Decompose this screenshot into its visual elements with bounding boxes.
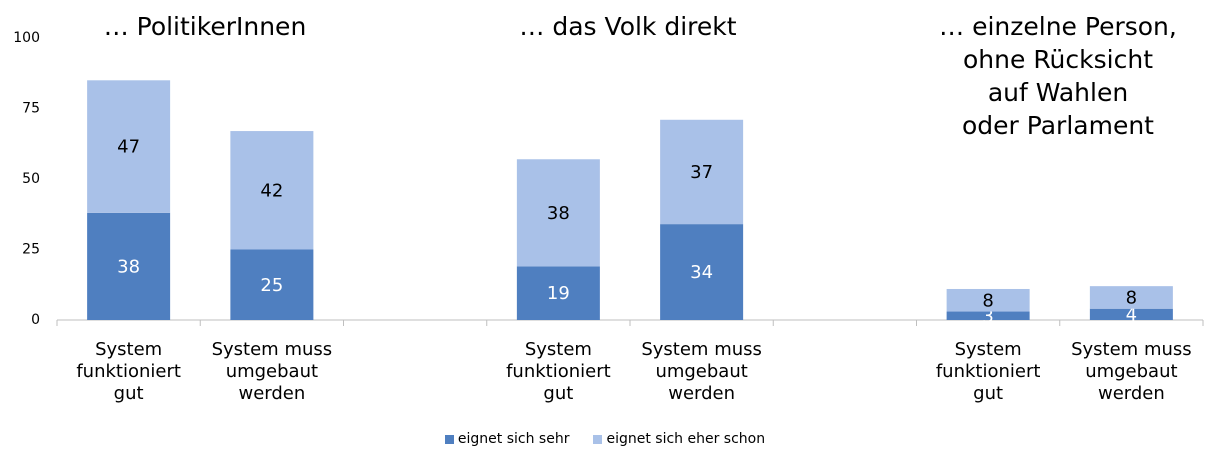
data-label: 34	[690, 262, 713, 283]
x-tick-label: System funktioniert gut	[76, 339, 181, 404]
data-label: 47	[117, 137, 140, 158]
bar-segment	[1089, 286, 1173, 309]
x-tick-label: System muss umgebaut werden	[211, 339, 333, 404]
y-tick-label: 50	[22, 171, 40, 187]
legend-swatch	[593, 434, 603, 444]
data-label: 38	[117, 256, 140, 277]
legend-swatch	[444, 434, 454, 444]
bar-segment	[230, 131, 314, 250]
legend-label: eignet sich sehr	[457, 431, 570, 447]
legend-item: eignet sich eher schon	[593, 431, 765, 447]
data-label: 42	[260, 180, 283, 201]
legend: eignet sich sehr eignet sich eher schon	[0, 431, 1210, 447]
y-tick-label: 100	[13, 30, 40, 46]
y-tick-label: 25	[22, 242, 40, 258]
data-label: 38	[547, 203, 570, 224]
group-title: … PolitikerInnen	[103, 12, 307, 41]
y-tick-label: 75	[22, 101, 40, 117]
data-label: 8	[1126, 287, 1137, 308]
x-tick-label: System muss umgebaut werden	[1071, 339, 1192, 404]
legend-item: eignet sich sehr	[444, 431, 570, 447]
x-tick-label: System muss umgebaut werden	[641, 339, 762, 404]
bar-segment	[946, 311, 1030, 320]
group-title: … einzelne Person, ohne Rücksicht auf Wa…	[939, 12, 1177, 140]
bar-segment	[87, 80, 171, 213]
data-label: 3	[982, 306, 993, 327]
y-tick-label: 0	[31, 312, 40, 328]
data-label: 4	[1126, 304, 1137, 325]
data-label: 19	[547, 283, 570, 304]
bar-segment	[660, 224, 744, 320]
x-tick-label: System funktioniert gut	[506, 339, 611, 404]
data-label: 8	[982, 290, 993, 311]
data-label: 25	[260, 275, 283, 296]
legend-label: eignet sich eher schon	[606, 431, 766, 447]
bar-segment	[87, 212, 171, 320]
bar-segment	[516, 159, 600, 267]
bar-segment	[1089, 308, 1173, 320]
x-tick-label: System funktioniert gut	[935, 339, 1041, 404]
bar-segment	[946, 288, 1030, 312]
group-title: … das Volk direkt	[519, 12, 737, 41]
bar-segment	[516, 266, 600, 320]
bar-segment	[660, 119, 744, 225]
data-label: 37	[690, 162, 713, 183]
bar-segment	[230, 249, 314, 320]
